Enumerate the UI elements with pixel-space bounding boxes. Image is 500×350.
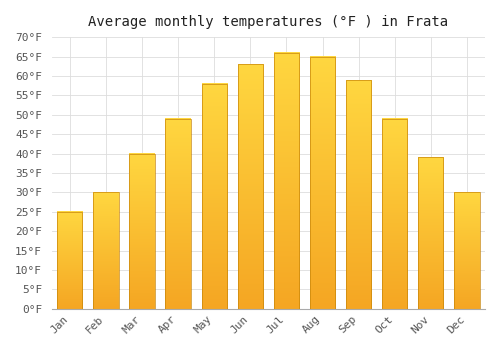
- Bar: [274, 52, 299, 309]
- Bar: [418, 158, 444, 309]
- Title: Average monthly temperatures (°F ) in Frata: Average monthly temperatures (°F ) in Fr…: [88, 15, 448, 29]
- Bar: [454, 193, 479, 309]
- Bar: [130, 154, 154, 309]
- Bar: [346, 80, 372, 309]
- Bar: [382, 119, 407, 309]
- Bar: [310, 56, 335, 309]
- Bar: [238, 64, 263, 309]
- Bar: [202, 84, 227, 309]
- Bar: [93, 193, 118, 309]
- Bar: [166, 119, 190, 309]
- Bar: [57, 212, 82, 309]
